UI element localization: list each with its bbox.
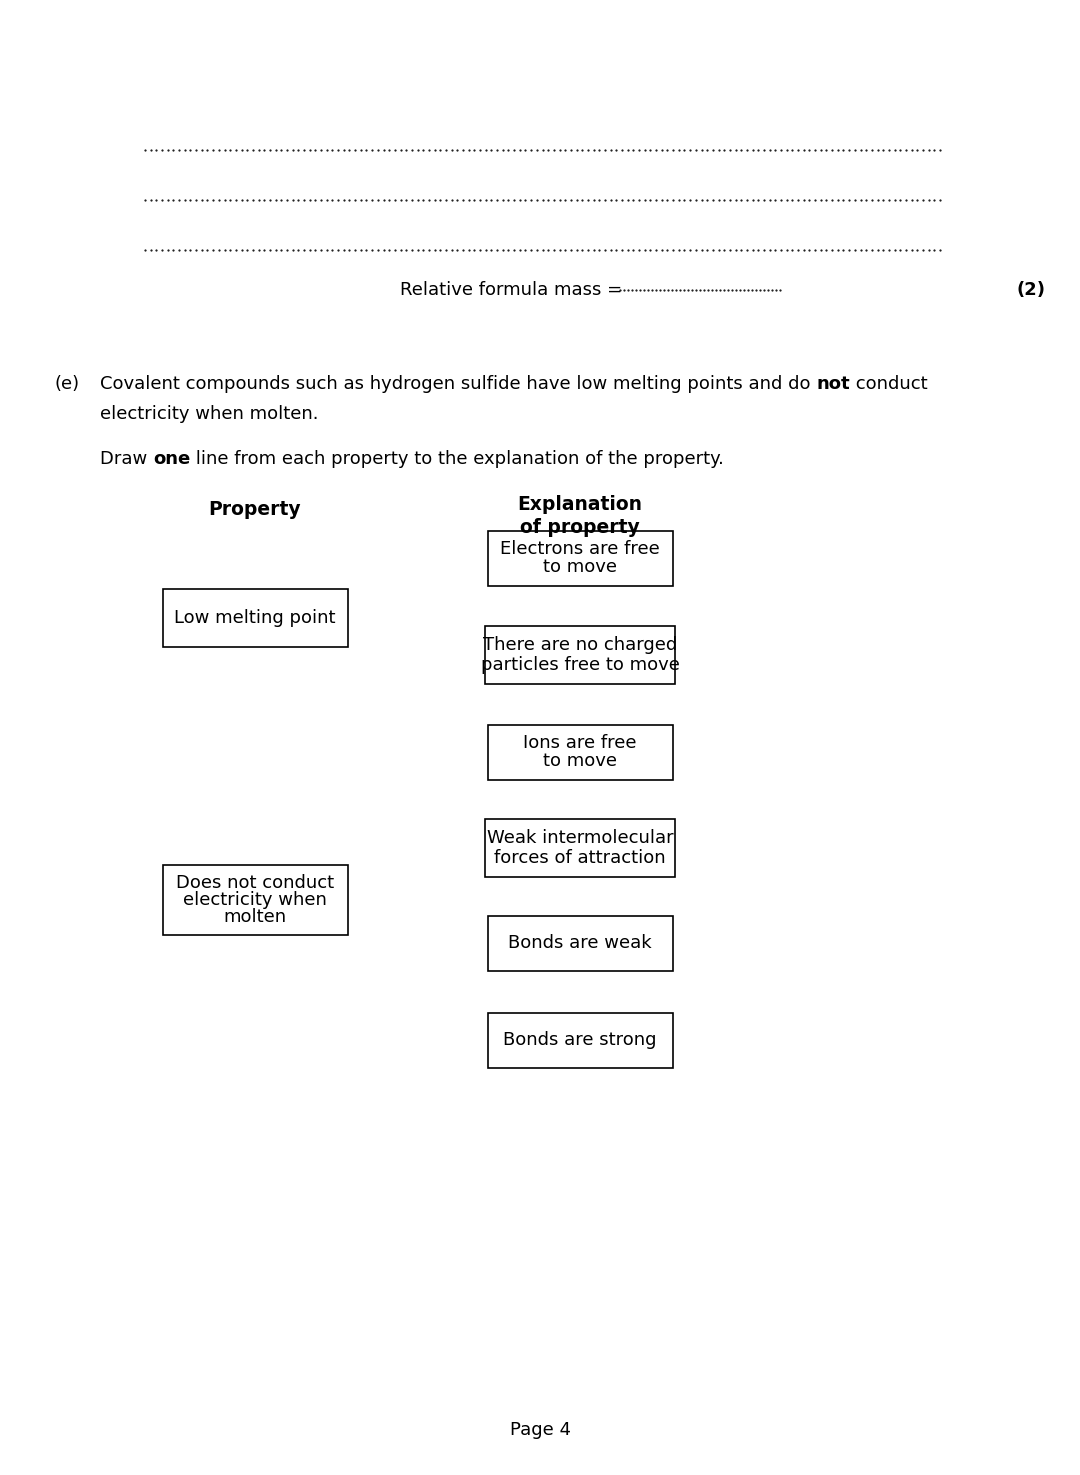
FancyBboxPatch shape (485, 819, 675, 878)
Text: forces of attraction: forces of attraction (495, 848, 665, 867)
FancyBboxPatch shape (485, 625, 675, 684)
Text: molten: molten (224, 909, 286, 926)
Text: Low melting point: Low melting point (174, 609, 336, 627)
Text: conduct: conduct (850, 375, 928, 392)
Text: Property: Property (208, 500, 301, 519)
Text: Electrons are free: Electrons are free (500, 540, 660, 558)
Text: particles free to move: particles free to move (481, 656, 679, 674)
Text: electricity when molten.: electricity when molten. (100, 406, 319, 423)
Text: line from each property to the explanation of the property.: line from each property to the explanati… (190, 450, 724, 468)
FancyBboxPatch shape (487, 531, 673, 586)
Text: to move: to move (543, 752, 617, 770)
FancyBboxPatch shape (162, 864, 348, 935)
FancyBboxPatch shape (162, 589, 348, 648)
Text: Draw: Draw (100, 450, 153, 468)
Text: (e): (e) (55, 375, 80, 392)
Text: Ions are free: Ions are free (523, 735, 637, 752)
Text: (2): (2) (1016, 282, 1045, 299)
Text: one: one (153, 450, 190, 468)
Text: electricity when: electricity when (184, 891, 327, 909)
FancyBboxPatch shape (487, 916, 673, 971)
FancyBboxPatch shape (487, 1012, 673, 1068)
Text: Does not conduct: Does not conduct (176, 873, 334, 891)
Text: Explanation: Explanation (517, 496, 643, 513)
Text: Bonds are weak: Bonds are weak (509, 934, 652, 951)
FancyBboxPatch shape (487, 724, 673, 779)
Text: Covalent compounds such as hydrogen sulfide have low melting points and do: Covalent compounds such as hydrogen sulf… (100, 375, 816, 392)
Text: Bonds are strong: Bonds are strong (503, 1031, 657, 1049)
Text: Relative formula mass =: Relative formula mass = (400, 282, 627, 299)
Text: There are no charged: There are no charged (483, 636, 677, 655)
Text: not: not (816, 375, 850, 392)
Text: of property: of property (521, 518, 639, 537)
Text: to move: to move (543, 558, 617, 577)
Text: Weak intermolecular: Weak intermolecular (487, 829, 673, 847)
Text: Page 4: Page 4 (510, 1420, 570, 1440)
